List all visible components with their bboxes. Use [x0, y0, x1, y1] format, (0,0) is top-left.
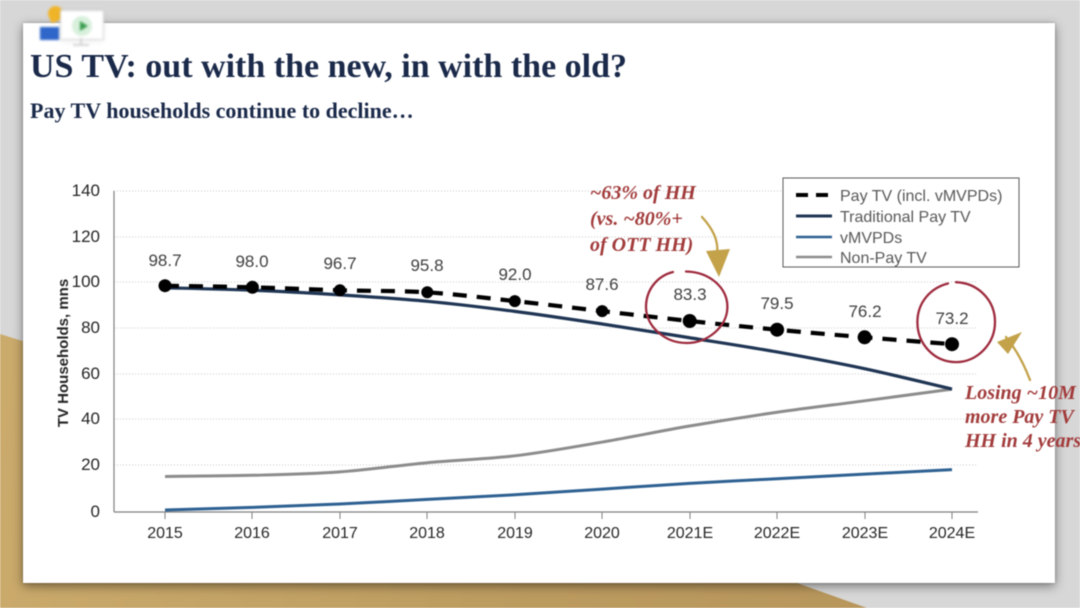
svg-text:2023E: 2023E — [842, 525, 888, 542]
svg-text:TV Households, mns: TV Households, mns — [55, 279, 72, 427]
svg-text:80: 80 — [81, 318, 100, 337]
svg-text:40: 40 — [81, 409, 100, 428]
svg-text:2022E: 2022E — [754, 525, 800, 542]
svg-text:2020: 2020 — [584, 525, 620, 542]
svg-text:92.0: 92.0 — [498, 265, 531, 284]
svg-text:HH in 4 years: HH in 4 years — [964, 430, 1080, 452]
svg-text:60: 60 — [81, 364, 100, 383]
svg-text:2024E: 2024E — [929, 525, 975, 542]
svg-text:73.2: 73.2 — [935, 309, 968, 328]
svg-text:of OTT HH): of OTT HH) — [590, 234, 693, 256]
svg-text:2017: 2017 — [322, 525, 358, 542]
svg-text:20: 20 — [81, 455, 100, 474]
svg-text:more Pay TV: more Pay TV — [965, 406, 1076, 428]
svg-text:2015: 2015 — [147, 525, 183, 542]
svg-text:2021E: 2021E — [667, 525, 713, 542]
svg-text:~63% of HH: ~63% of HH — [590, 182, 697, 204]
svg-text:98.0: 98.0 — [235, 252, 268, 271]
svg-text:96.7: 96.7 — [323, 254, 356, 273]
svg-text:Traditional Pay TV: Traditional Pay TV — [840, 209, 971, 226]
svg-text:98.7: 98.7 — [148, 251, 181, 270]
svg-text:0: 0 — [91, 502, 100, 521]
svg-text:Non-Pay TV: Non-Pay TV — [840, 250, 927, 267]
svg-text:79.5: 79.5 — [760, 294, 793, 313]
svg-text:Losing ~10M: Losing ~10M — [964, 382, 1077, 404]
svg-text:2016: 2016 — [234, 525, 270, 542]
svg-text:76.2: 76.2 — [848, 302, 881, 321]
svg-text:95.8: 95.8 — [410, 256, 443, 275]
svg-text:120: 120 — [72, 227, 100, 246]
svg-text:2019: 2019 — [497, 525, 533, 542]
svg-text:Pay TV (incl. vMVPDs): Pay TV (incl. vMVPDs) — [840, 188, 1002, 205]
svg-text:(vs. ~80%+: (vs. ~80%+ — [590, 208, 683, 230]
svg-text:83.3: 83.3 — [673, 285, 706, 304]
svg-text:100: 100 — [72, 272, 100, 291]
svg-text:87.6: 87.6 — [585, 275, 618, 294]
svg-text:vMVPDs: vMVPDs — [840, 230, 902, 247]
svg-text:140: 140 — [72, 181, 100, 200]
svg-text:2018: 2018 — [409, 525, 445, 542]
